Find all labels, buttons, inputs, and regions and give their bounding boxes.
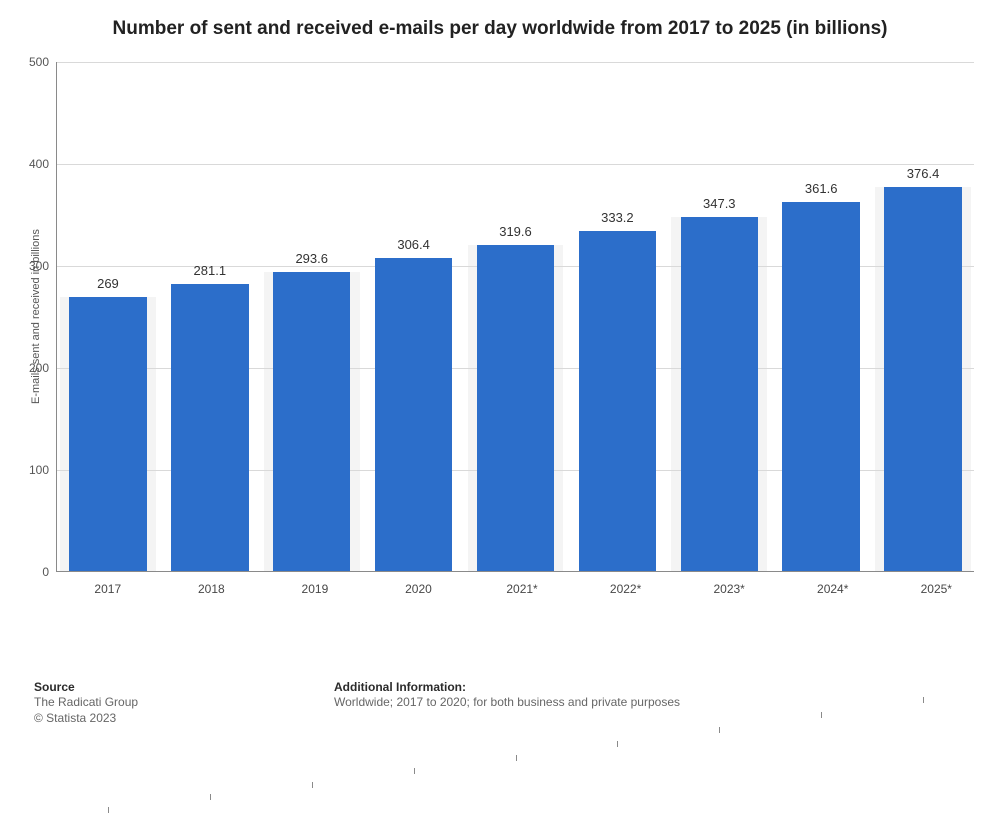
x-axis-label: 2023* [677,572,781,596]
x-tick [108,807,109,813]
bar: 281.1 [171,284,248,571]
x-tick [617,741,618,747]
bar-value-label: 347.3 [703,196,736,211]
y-tick-label: 100 [29,463,57,477]
bar-value-label: 361.6 [805,181,838,196]
chart-container: Number of sent and received e-mails per … [0,0,1000,743]
chart-title: Number of sent and received e-mails per … [26,18,974,40]
y-tick-label: 200 [29,361,57,375]
bar-slot: 269 [57,297,159,571]
footer-info-line1: Worldwide; 2017 to 2020; for both busine… [334,694,974,710]
bars-group: 269 281.1 293.6 306.4 319.6 333.2 347.3 361.6 37… [57,62,974,571]
bar: 376.4 [884,187,961,571]
footer-source-column: Source The Radicati Group © Statista 202… [34,680,334,726]
bar-value-label: 281.1 [194,263,227,278]
footer-info-column: Additional Information: Worldwide; 2017 … [334,680,974,726]
y-axis-label: E-mails sent and received in billions [30,62,42,572]
chart-footer: Source The Radicati Group © Statista 202… [34,680,974,726]
x-tick [821,712,822,718]
bar: 269 [69,297,146,571]
footer-source-line1: The Radicati Group [34,694,334,710]
bar-value-label: 333.2 [601,210,634,225]
plot-area: 269 281.1 293.6 306.4 319.6 333.2 347.3 361.6 37… [56,62,974,572]
x-axis-labels: 20172018201920202021*2022*2023*2024*2025… [56,572,988,596]
x-axis: 20172018201920202021*2022*2023*2024*2025… [56,572,988,596]
bar-slot: 319.6 [465,245,567,571]
x-axis-label: 2017 [56,572,160,596]
bar-value-label: 306.4 [397,237,430,252]
x-axis-label: 2025* [885,572,989,596]
bar-slot: 376.4 [872,187,974,571]
x-axis-label: 2018 [160,572,264,596]
bar-value-label: 376.4 [907,166,940,181]
bar-value-label: 319.6 [499,224,532,239]
footer-info-heading: Additional Information: [334,680,974,694]
bar: 347.3 [681,217,758,571]
footer-source-heading: Source [34,680,334,694]
bar-slot: 333.2 [566,231,668,571]
y-tick-label: 400 [29,157,57,171]
chart-area: E-mails sent and received in billions 26… [26,62,974,572]
bar-slot: 293.6 [261,272,363,571]
bar-value-label: 293.6 [295,251,328,266]
footer-copyright: © Statista 2023 [34,710,334,726]
y-tick-label: 0 [42,565,57,579]
x-tick [516,755,517,761]
bar-slot: 306.4 [363,258,465,571]
y-tick-label: 300 [29,259,57,273]
x-axis-label: 2019 [263,572,367,596]
bar: 319.6 [477,245,554,571]
x-tick [923,697,924,703]
bar-value-label: 269 [97,276,119,291]
bar-slot: 347.3 [668,217,770,571]
bar: 293.6 [273,272,350,571]
bar: 333.2 [579,231,656,571]
bar: 361.6 [782,202,859,571]
x-tick [719,727,720,733]
bar: 306.4 [375,258,452,571]
x-tick [312,782,313,788]
y-axis-label-column: E-mails sent and received in billions [26,62,56,572]
bar-slot: 281.1 [159,284,261,571]
x-tick [414,768,415,774]
x-axis-label: 2020 [367,572,471,596]
x-axis-label: 2021* [470,572,574,596]
bar-slot: 361.6 [770,202,872,571]
x-tick [210,794,211,800]
y-tick-label: 500 [29,55,57,69]
x-axis-label: 2024* [781,572,885,596]
x-axis-label: 2022* [574,572,678,596]
